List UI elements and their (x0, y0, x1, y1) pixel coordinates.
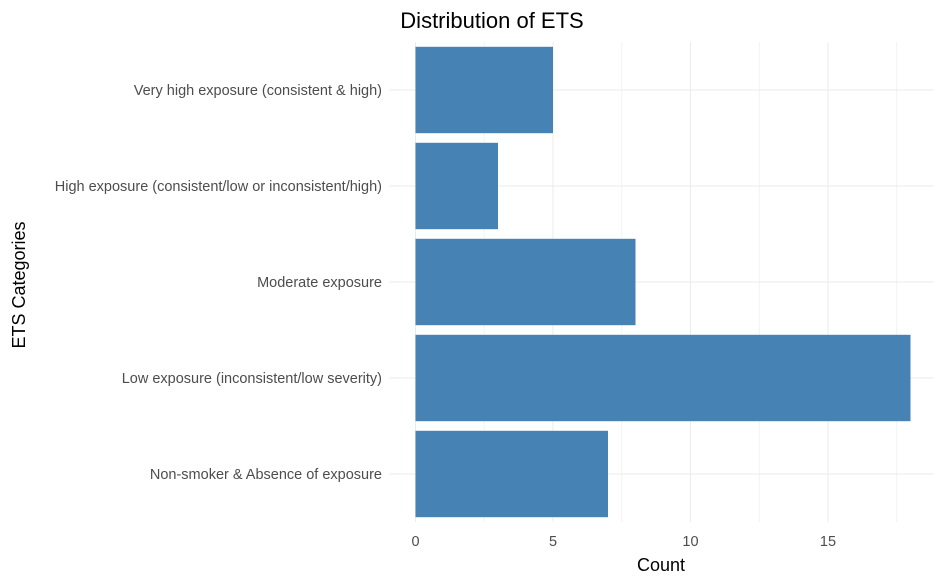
x-tick-label: 5 (549, 534, 557, 550)
x-tick-label: 15 (820, 534, 836, 550)
bar (415, 430, 608, 518)
y-tick-labels: Non-smoker & Absence of exposure Low expo… (55, 83, 382, 483)
y-tick-label: High exposure (consistent/low or inconsi… (55, 179, 382, 195)
y-tick-label: Moderate exposure (257, 275, 382, 291)
x-axis-title: Count (637, 555, 685, 575)
bar (415, 238, 636, 326)
y-axis-title: ETS Categories (9, 221, 29, 348)
bars (415, 46, 911, 518)
x-tick-label: 10 (682, 534, 698, 550)
chart-title: Distribution of ETS (400, 8, 583, 33)
x-tick-label: 0 (411, 534, 419, 550)
bar (415, 46, 553, 134)
bar (415, 334, 911, 422)
y-tick-label: Very high exposure (consistent & high) (134, 83, 382, 99)
y-tick-label: Non-smoker & Absence of exposure (150, 467, 382, 483)
x-tick-labels: 0 5 10 15 (411, 534, 836, 550)
y-tick-label: Low exposure (inconsistent/low severity) (122, 371, 382, 387)
bar (415, 142, 498, 230)
